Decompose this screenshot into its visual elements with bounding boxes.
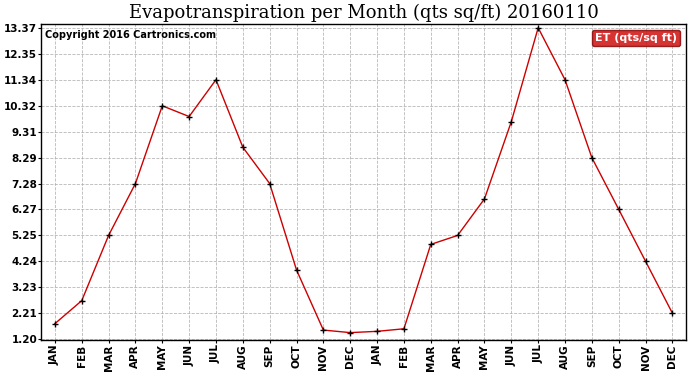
Title: Evapotranspiration per Month (qts sq/ft) 20160110: Evapotranspiration per Month (qts sq/ft)… — [129, 4, 599, 22]
Legend: ET (qts/sq ft): ET (qts/sq ft) — [591, 30, 680, 46]
Text: Copyright 2016 Cartronics.com: Copyright 2016 Cartronics.com — [45, 30, 216, 40]
